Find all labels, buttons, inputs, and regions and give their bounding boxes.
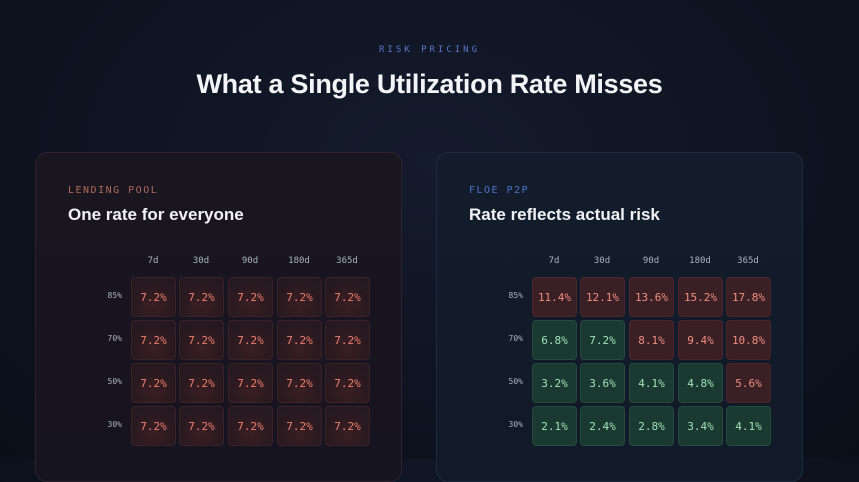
rate-cell: 7.2% xyxy=(277,277,322,317)
section-eyebrow: RISK PRICING xyxy=(378,45,481,55)
rate-cell: 7.2% xyxy=(228,320,273,360)
column-header: 7d xyxy=(147,256,159,266)
row-header: 70% xyxy=(508,334,523,343)
column-header: 7d xyxy=(548,256,560,266)
rate-cell: 7.2% xyxy=(325,406,370,446)
rate-cell: 7.2% xyxy=(325,277,370,317)
rate-cell: 7.2% xyxy=(131,277,176,317)
rate-cell: 7.2% xyxy=(228,277,273,317)
column-header: 365d xyxy=(737,256,759,266)
rate-cell: 7.2% xyxy=(277,406,322,446)
rate-cell: 7.2% xyxy=(131,406,176,446)
rate-cell: 7.2% xyxy=(277,363,322,403)
rate-cell: 7.2% xyxy=(179,277,224,317)
row-header: 50% xyxy=(107,377,122,386)
rate-cell: 6.8% xyxy=(532,320,577,360)
row-header: 70% xyxy=(107,334,122,343)
card-label: FLOE P2P xyxy=(469,185,530,196)
row-header: 85% xyxy=(508,291,523,300)
rate-cell: 3.2% xyxy=(532,363,577,403)
rate-cell: 7.2% xyxy=(580,320,625,360)
row-header: 85% xyxy=(107,291,122,300)
floe-p2p-card: FLOE P2P Rate reflects actual risk 7d 30d… xyxy=(436,152,803,482)
row-header: 30% xyxy=(508,420,523,429)
page-title: What a Single Utilization Rate Misses xyxy=(196,69,663,99)
rate-cell: 7.2% xyxy=(325,320,370,360)
rate-cell: 10.8% xyxy=(726,320,771,360)
rate-cell: 12.1% xyxy=(580,277,625,317)
card-heading: One rate for everyone xyxy=(68,205,244,224)
lending-pool-card: LENDING POOL One rate for everyone 7d 30d… xyxy=(35,152,402,482)
rate-cell: 15.2% xyxy=(678,277,723,317)
rate-cell: 9.4% xyxy=(678,320,723,360)
column-header: 180d xyxy=(288,256,310,266)
column-header: 30d xyxy=(593,256,611,266)
row-header: 50% xyxy=(508,377,523,386)
rate-cell: 2.8% xyxy=(629,406,674,446)
rate-cell: 8.1% xyxy=(629,320,674,360)
rate-cell: 2.1% xyxy=(532,406,577,446)
rate-cell: 17.8% xyxy=(726,277,771,317)
rate-cell: 13.6% xyxy=(629,277,674,317)
column-header: 90d xyxy=(241,256,259,266)
rate-cell: 7.2% xyxy=(131,320,176,360)
rate-cell: 3.4% xyxy=(678,406,723,446)
rate-cell: 7.2% xyxy=(325,363,370,403)
rate-cell: 11.4% xyxy=(532,277,577,317)
card-label: LENDING POOL xyxy=(68,185,159,196)
card-heading: Rate reflects actual risk xyxy=(469,205,660,224)
rate-cell: 4.8% xyxy=(678,363,723,403)
rate-cell: 7.2% xyxy=(179,406,224,446)
rate-cell: 4.1% xyxy=(629,363,674,403)
rate-cell: 7.2% xyxy=(228,363,273,403)
column-header: 365d xyxy=(336,256,358,266)
rate-cell: 7.2% xyxy=(131,363,176,403)
rate-cell: 7.2% xyxy=(179,320,224,360)
rate-cell: 7.2% xyxy=(228,406,273,446)
rate-cell: 2.4% xyxy=(580,406,625,446)
row-header: 30% xyxy=(107,420,122,429)
rate-cell: 3.6% xyxy=(580,363,625,403)
column-header: 90d xyxy=(642,256,660,266)
rate-cell: 5.6% xyxy=(726,363,771,403)
rate-cell: 4.1% xyxy=(726,406,771,446)
rate-cell: 7.2% xyxy=(277,320,322,360)
column-header: 180d xyxy=(689,256,711,266)
column-header: 30d xyxy=(192,256,210,266)
rate-cell: 7.2% xyxy=(179,363,224,403)
